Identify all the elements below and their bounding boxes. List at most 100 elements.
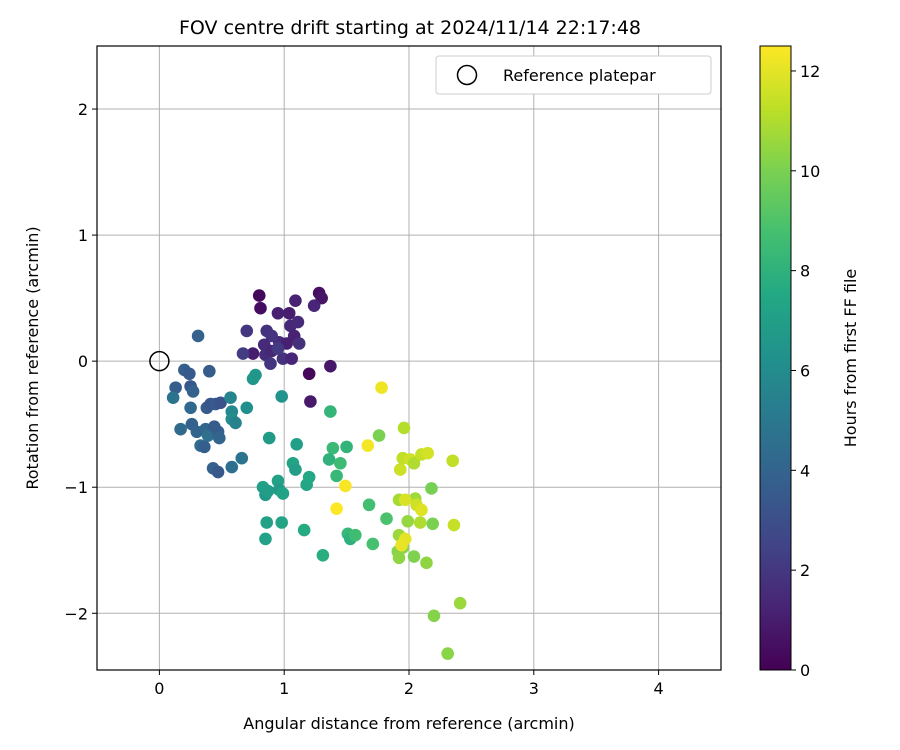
data-point (330, 502, 343, 515)
y-tick-label: 2 (78, 100, 88, 119)
data-point (184, 401, 197, 415)
data-point (240, 401, 254, 415)
data-point (186, 385, 200, 398)
x-tick-label: 0 (154, 679, 164, 698)
legend: Reference platepar (435, 55, 712, 95)
data-point (240, 324, 254, 338)
data-point (407, 456, 421, 470)
x-tick-label: 3 (529, 679, 539, 698)
data-point (426, 517, 440, 531)
colorbar-tick-label: 2 (800, 561, 810, 580)
data-point (203, 364, 216, 378)
data-point (252, 289, 266, 302)
data-point (415, 503, 428, 517)
data-points (166, 286, 467, 660)
data-point (275, 390, 289, 403)
data-point (262, 431, 276, 445)
x-axis-ticks: 0 1 2 3 4 (154, 670, 664, 698)
data-point (401, 514, 415, 528)
data-point (307, 299, 321, 312)
data-point (254, 301, 267, 315)
data-point (339, 479, 352, 493)
y-tick-label: 0 (78, 352, 88, 371)
data-point (324, 359, 337, 373)
data-point (340, 440, 353, 454)
data-point (361, 439, 375, 452)
data-point (191, 329, 205, 343)
data-point (264, 357, 277, 370)
data-point (292, 337, 306, 350)
data-point (421, 446, 435, 460)
data-point (420, 556, 433, 570)
y-tick-label: −2 (64, 604, 88, 623)
data-point (183, 367, 196, 381)
data-point (375, 381, 388, 394)
data-point (201, 429, 215, 442)
data-point (366, 537, 380, 551)
data-point (372, 429, 386, 442)
data-point (229, 416, 242, 430)
data-point (236, 347, 250, 360)
legend-marker (456, 64, 478, 86)
data-point (285, 352, 298, 365)
data-point (398, 493, 412, 507)
data-point (427, 609, 441, 623)
data-point (260, 516, 274, 529)
colorbar: 0 2 4 6 8 10 12 Hours from first FF file (759, 45, 860, 680)
colorbar-ticks: 0 2 4 6 8 10 12 (791, 62, 820, 680)
data-point (330, 469, 343, 483)
colorbar-tick-label: 0 (800, 661, 810, 680)
data-point (213, 431, 226, 445)
data-point (302, 367, 316, 381)
data-point (289, 463, 302, 476)
data-point (447, 518, 461, 532)
data-point (208, 420, 221, 434)
data-point (453, 596, 467, 610)
colorbar-label: Hours from first FF file (841, 269, 860, 448)
data-point (290, 438, 303, 451)
x-tick-label: 4 (654, 679, 664, 698)
data-point (275, 516, 289, 529)
colorbar-tick-label: 10 (800, 162, 820, 181)
data-point (304, 395, 317, 408)
data-point (271, 306, 285, 320)
colorbar-tick-label: 12 (800, 62, 820, 81)
y-axis-label: Rotation from reference (arcmin) (23, 226, 42, 489)
y-tick-label: −1 (64, 478, 88, 497)
data-point (334, 456, 347, 470)
colorbar-tick-label: 8 (800, 262, 810, 281)
data-point (349, 528, 362, 542)
data-point (265, 329, 279, 343)
y-tick-label: 1 (78, 226, 88, 245)
data-point (214, 396, 227, 410)
data-point (441, 647, 454, 660)
colorbar-gradient (759, 45, 792, 671)
data-point (425, 482, 438, 495)
data-point (225, 460, 239, 474)
data-point (282, 306, 296, 320)
reference-marker (149, 350, 170, 372)
data-point (326, 441, 340, 455)
data-point (413, 516, 427, 529)
data-point (324, 405, 337, 418)
data-point (322, 453, 336, 466)
data-point (446, 454, 459, 468)
y-axis-ticks: −2 −1 0 1 2 (64, 100, 97, 623)
data-point (224, 391, 237, 405)
x-axis-label: Angular distance from reference (arcmin) (243, 714, 574, 733)
x-tick-label: 2 (404, 679, 414, 698)
data-point (276, 487, 290, 500)
data-point (246, 347, 260, 360)
data-point (289, 294, 302, 307)
data-point (261, 484, 275, 498)
data-point (246, 372, 260, 386)
colorbar-tick-label: 6 (800, 361, 810, 380)
grid-lines (97, 46, 721, 670)
data-point (259, 532, 272, 546)
data-point (392, 551, 406, 565)
chart-title: FOV centre drift starting at 2024/11/14 … (179, 17, 641, 39)
x-tick-label: 1 (279, 679, 289, 698)
data-point (291, 315, 305, 329)
legend-entry-label: Reference platepar (503, 66, 656, 85)
data-point (380, 512, 393, 526)
